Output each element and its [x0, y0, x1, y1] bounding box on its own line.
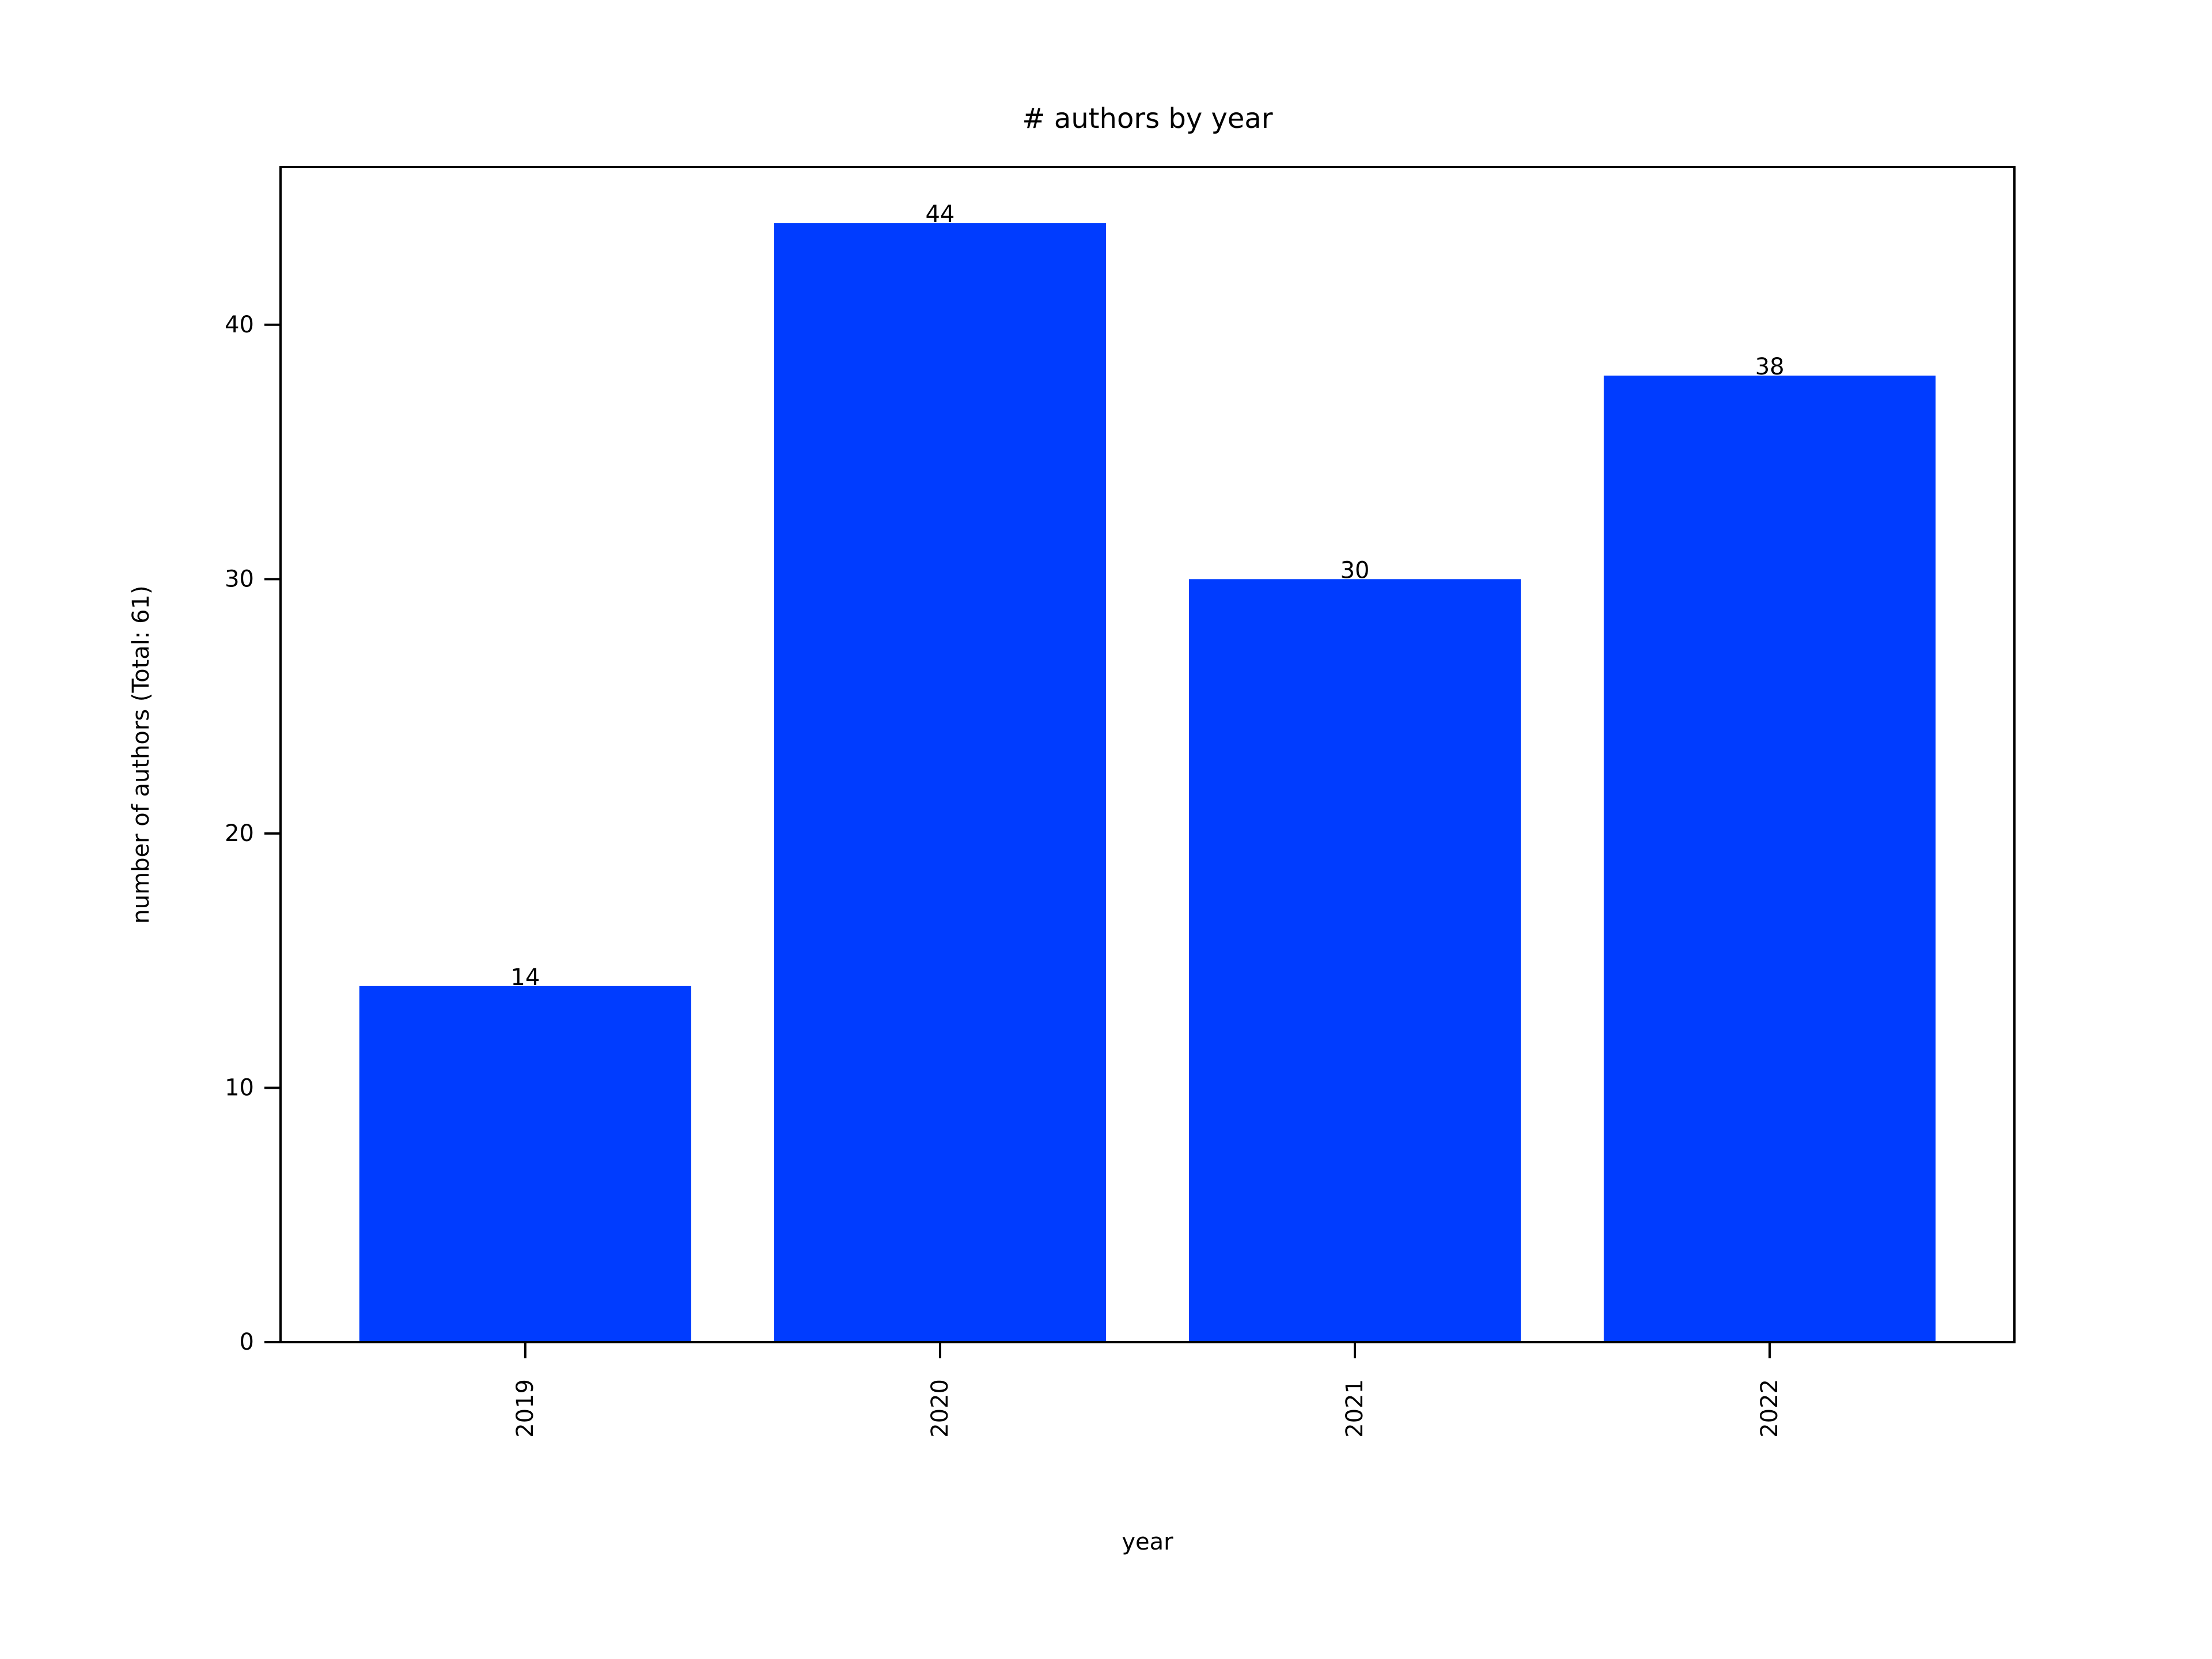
data-label-2021: 30	[1340, 557, 1370, 584]
data-label-2020: 44	[925, 201, 955, 228]
data-label-group: 14 44 30 38	[510, 201, 1784, 991]
y-tick-label-0: 0	[240, 1329, 254, 1355]
x-tick-label-2022: 2022	[1756, 1379, 1783, 1438]
x-tick-label-2021: 2021	[1342, 1379, 1368, 1438]
data-label-2019: 14	[510, 964, 540, 991]
x-axis-label: year	[1122, 1529, 1173, 1555]
y-tick-label-10: 10	[225, 1074, 254, 1101]
x-tick-label-2020: 2020	[927, 1379, 953, 1438]
bar-2019	[359, 986, 691, 1342]
y-axis: 0 10 20 30 40	[225, 312, 281, 1355]
y-tick-label-30: 30	[225, 566, 254, 592]
x-tick-label-2019: 2019	[512, 1379, 539, 1438]
bar-2022	[1604, 376, 1936, 1343]
bar-2020	[774, 223, 1106, 1343]
bar-group	[359, 223, 1936, 1343]
y-axis-label: number of authors (Total: 61)	[128, 585, 154, 923]
x-axis: 2019 2020 2021 2022	[512, 1342, 1783, 1438]
data-label-2022: 38	[1755, 354, 1785, 380]
bar-2021	[1189, 579, 1521, 1342]
chart-title: # authors by year	[1022, 103, 1272, 135]
plot-frame	[279, 166, 2016, 1343]
y-tick-label-20: 20	[225, 820, 254, 847]
y-tick-label-40: 40	[225, 312, 254, 338]
